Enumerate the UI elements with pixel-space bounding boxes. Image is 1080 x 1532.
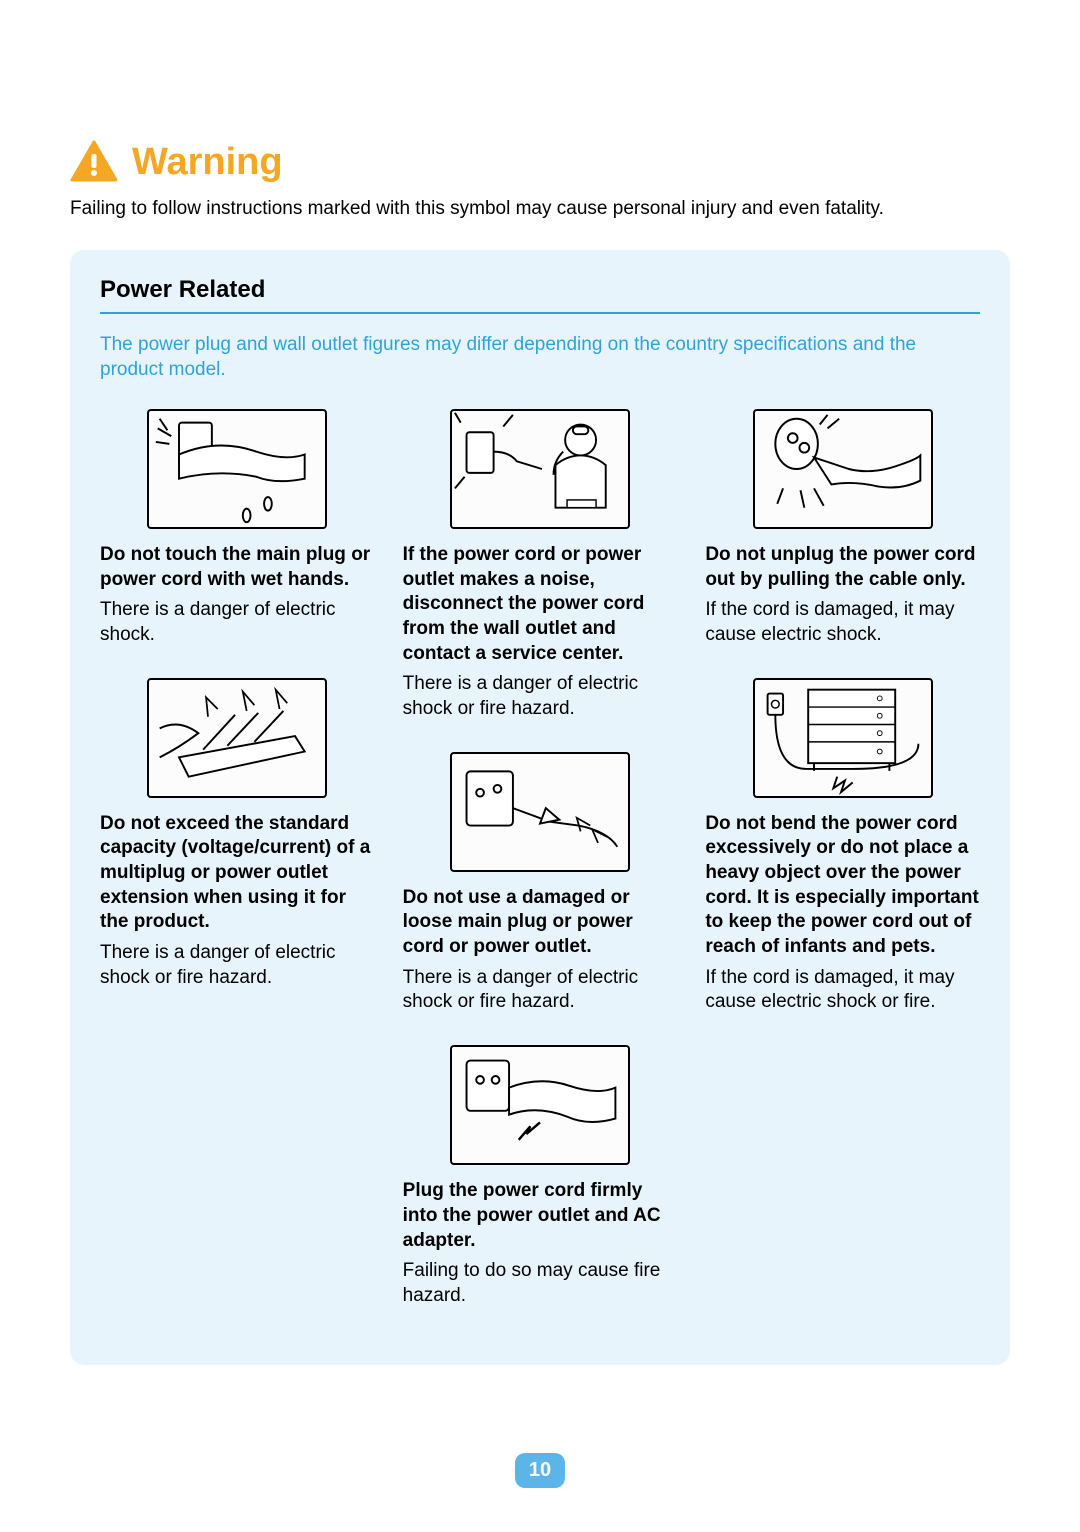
warning-subtitle: Failing to follow instructions marked wi… [70, 196, 1010, 222]
item-body: If the cord is damaged, it may cause ele… [705, 966, 980, 1015]
plug-firmly-illustration [450, 1045, 630, 1165]
warning-header: Warning [70, 140, 1010, 184]
item-heading: Do not bend the power cord excessively o… [705, 812, 980, 960]
item-body: There is a danger of electric shock. [100, 598, 375, 647]
page-number: 10 [515, 1453, 565, 1488]
column-2: If the power cord or power outlet makes … [403, 409, 678, 1339]
item-body: There is a danger of electric shock or f… [100, 941, 375, 990]
wet-hands-illustration [147, 409, 327, 529]
item-heading: Do not use a damaged or loose main plug … [403, 886, 678, 960]
item-heading: If the power cord or power outlet makes … [403, 543, 678, 666]
page-number-wrap: 10 [0, 1453, 1080, 1488]
item-noise-service: If the power cord or power outlet makes … [403, 409, 678, 722]
column-1: Do not touch the main plug or power cord… [100, 409, 375, 1021]
item-body: Failing to do so may cause fire hazard. [403, 1259, 678, 1308]
item-bend-heavy: Do not bend the power cord excessively o… [705, 678, 980, 1016]
item-heading: Do not exceed the standard capacity (vol… [100, 812, 375, 935]
item-heading: Do not unplug the power cord out by pull… [705, 543, 980, 592]
item-heading: Do not touch the main plug or power cord… [100, 543, 375, 592]
item-body: There is a danger of electric shock or f… [403, 966, 678, 1015]
pull-cable-illustration [753, 409, 933, 529]
item-multiplug: Do not exceed the standard capacity (vol… [100, 678, 375, 991]
section-note: The power plug and wall outlet figures m… [100, 332, 980, 383]
power-section-box: Power Related The power plug and wall ou… [70, 250, 1010, 1365]
item-wet-hands: Do not touch the main plug or power cord… [100, 409, 375, 648]
column-3: Do not unplug the power cord out by pull… [705, 409, 980, 1045]
section-rule [100, 312, 980, 314]
warning-triangle-icon [70, 140, 118, 184]
item-heading: Plug the power cord firmly into the powe… [403, 1179, 678, 1253]
section-title: Power Related [100, 276, 980, 304]
item-plug-firmly: Plug the power cord firmly into the powe… [403, 1045, 678, 1308]
item-body: If the cord is damaged, it may cause ele… [705, 598, 980, 647]
multiplug-illustration [147, 678, 327, 798]
item-damaged-plug: Do not use a damaged or loose main plug … [403, 752, 678, 1015]
damaged-plug-illustration [450, 752, 630, 872]
item-pull-cable: Do not unplug the power cord out by pull… [705, 409, 980, 648]
item-body: There is a danger of electric shock or f… [403, 672, 678, 721]
noise-service-illustration [450, 409, 630, 529]
columns-grid: Do not touch the main plug or power cord… [100, 409, 980, 1339]
bend-heavy-illustration [753, 678, 933, 798]
warning-title: Warning [132, 141, 283, 184]
